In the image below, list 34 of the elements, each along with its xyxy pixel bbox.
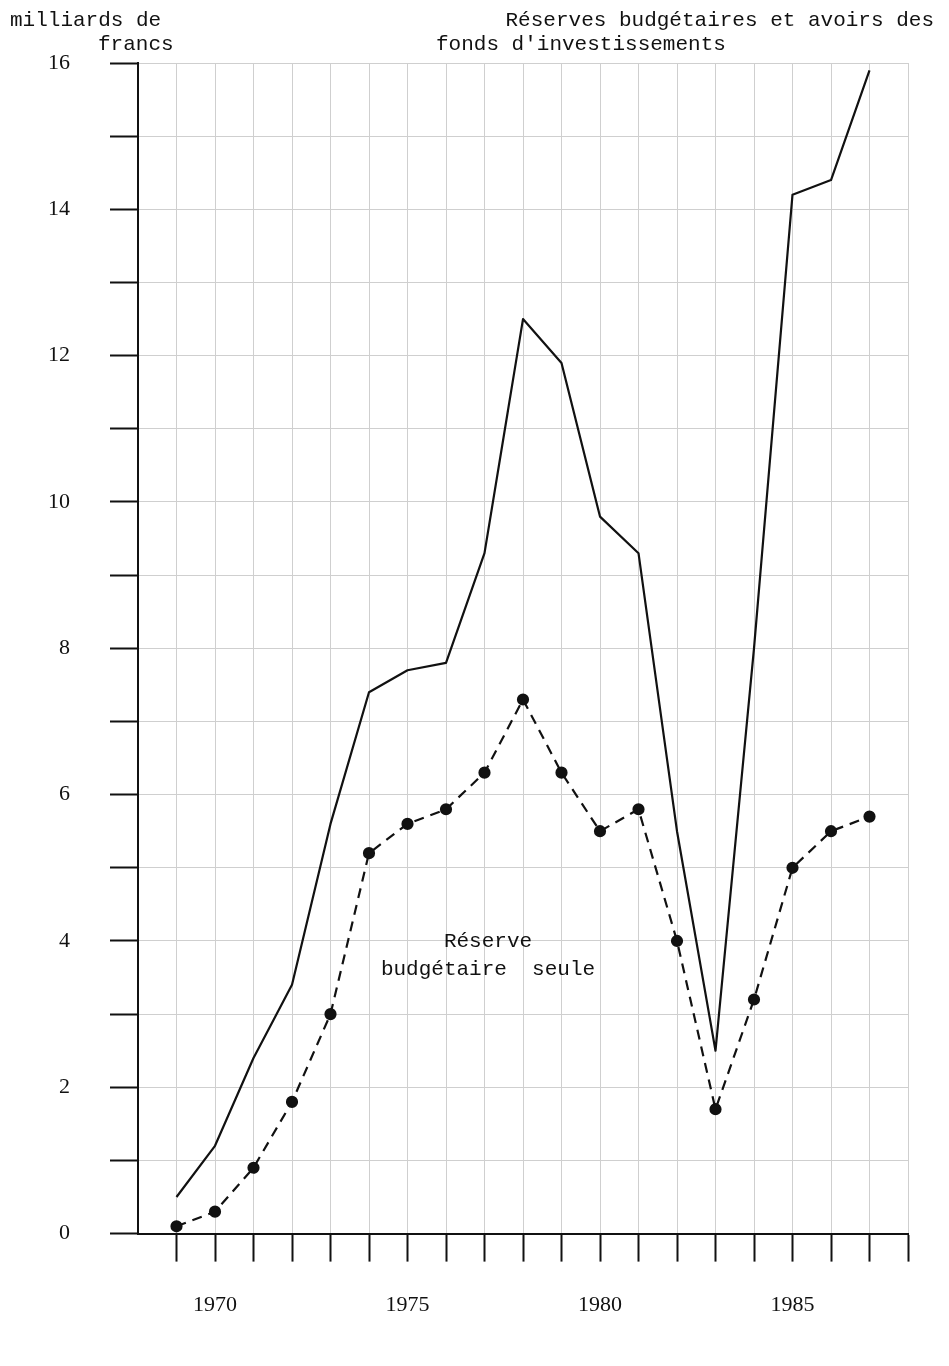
series-label: Réserve budgétaire seule: [380, 930, 596, 982]
x-tick-label: 1970: [193, 1290, 237, 1316]
point: [247, 1161, 260, 1174]
point: [670, 934, 684, 948]
point: [747, 993, 761, 1006]
point: [478, 766, 491, 779]
point: [208, 1205, 222, 1218]
text: Réserves budgétaires et avoirs des fonds d'investissements: [436, 9, 934, 57]
point: [170, 1220, 183, 1233]
y-tick-label: 10: [48, 487, 70, 513]
point: [401, 817, 414, 830]
y-tick-label: 0: [59, 1219, 70, 1245]
point: [324, 1008, 337, 1021]
point: [786, 861, 799, 874]
point: [709, 1103, 722, 1116]
y-tick-label: 14: [48, 195, 70, 221]
point: [555, 766, 568, 779]
point: [863, 810, 876, 823]
y-tick-label: 16: [48, 48, 70, 74]
x-tick-label: 1975: [385, 1290, 430, 1316]
x-tick-label: 1985: [770, 1290, 815, 1316]
point: [439, 803, 453, 816]
point: [632, 803, 645, 816]
point: [285, 1095, 299, 1109]
point: [516, 693, 530, 706]
y-tick-label: 2: [59, 1073, 70, 1099]
point: [824, 825, 838, 838]
point: [593, 825, 607, 838]
y-tick-label: 8: [59, 634, 70, 660]
y-tick-label: 12: [48, 341, 70, 367]
y-tick-label: 4: [59, 926, 70, 952]
point: [362, 847, 376, 860]
x-tick-label: 1980: [578, 1290, 622, 1316]
y-tick-label: 6: [59, 780, 70, 806]
